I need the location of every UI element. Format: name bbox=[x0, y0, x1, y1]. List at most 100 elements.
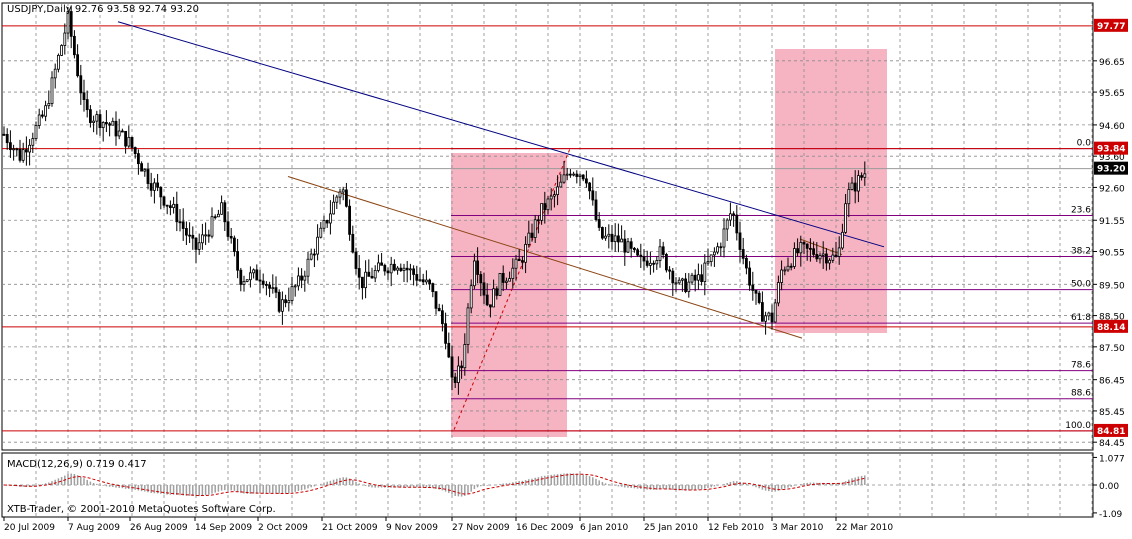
candle bbox=[146, 162, 150, 190]
candle bbox=[863, 161, 867, 186]
candle bbox=[581, 174, 585, 182]
candle bbox=[661, 241, 665, 259]
candle-body bbox=[162, 196, 166, 206]
candle-body bbox=[565, 173, 569, 176]
candle bbox=[296, 267, 300, 291]
y-tick-label: 90.55 bbox=[1099, 249, 1125, 259]
y-tick-label: 84.45 bbox=[1099, 439, 1125, 449]
x-tick-label: 16 Dec 2009 bbox=[516, 523, 574, 533]
candle-body bbox=[332, 201, 336, 215]
candle bbox=[41, 110, 44, 119]
candle bbox=[821, 241, 825, 269]
candle bbox=[76, 44, 79, 78]
candle-body bbox=[69, 11, 73, 37]
candle-body bbox=[18, 148, 22, 161]
candle bbox=[553, 190, 556, 208]
macd-y-tick-label: -1.09 bbox=[1099, 510, 1123, 520]
candle-body bbox=[511, 267, 515, 279]
candle bbox=[367, 259, 371, 277]
candle bbox=[501, 265, 505, 292]
candle bbox=[200, 223, 204, 250]
candle-body bbox=[24, 149, 28, 153]
candle bbox=[668, 266, 671, 280]
candle-body bbox=[434, 291, 438, 309]
candle-body bbox=[802, 242, 806, 245]
candle bbox=[421, 273, 425, 286]
candle bbox=[325, 219, 329, 228]
candle-body bbox=[722, 228, 726, 248]
candle bbox=[677, 277, 681, 285]
candle-body bbox=[293, 285, 297, 288]
x-tick-label: 22 Mar 2010 bbox=[836, 523, 893, 533]
candle-body bbox=[687, 281, 691, 292]
candle-body bbox=[476, 260, 480, 275]
candle-body bbox=[191, 234, 195, 239]
candle-body bbox=[485, 294, 489, 306]
candle-body bbox=[607, 233, 611, 237]
candle-body bbox=[213, 216, 217, 219]
candle-body bbox=[405, 267, 409, 271]
candle bbox=[268, 281, 272, 298]
candle-body bbox=[777, 282, 780, 304]
y-tick-label: 86.45 bbox=[1099, 377, 1125, 387]
candle bbox=[700, 264, 703, 286]
candle-body bbox=[242, 281, 246, 285]
candle bbox=[828, 258, 831, 270]
symbol-header: USDJPY,Daily 92.76 93.58 92.74 93.20 bbox=[7, 4, 199, 15]
candle bbox=[143, 168, 147, 177]
candle bbox=[761, 291, 764, 322]
candle bbox=[213, 214, 217, 220]
candle bbox=[498, 273, 502, 296]
candle bbox=[28, 139, 32, 166]
candle-body bbox=[706, 261, 710, 264]
candle bbox=[575, 170, 579, 184]
candle-body bbox=[364, 271, 368, 289]
candle-body bbox=[133, 147, 137, 154]
candle-body bbox=[98, 114, 102, 129]
candle-body bbox=[479, 274, 483, 284]
candle-body bbox=[466, 307, 470, 345]
candle-body bbox=[50, 77, 54, 104]
candle-body bbox=[156, 182, 160, 188]
candle-body bbox=[316, 236, 320, 255]
candle bbox=[354, 247, 358, 275]
candle-body bbox=[613, 235, 617, 242]
candle bbox=[818, 252, 822, 264]
candle bbox=[216, 209, 220, 218]
candle-body bbox=[415, 274, 419, 281]
candle bbox=[98, 109, 102, 136]
candle bbox=[277, 289, 281, 314]
candle-body bbox=[290, 286, 294, 301]
y-tick-label: 87.50 bbox=[1099, 344, 1125, 354]
candle bbox=[623, 230, 627, 266]
candle-body bbox=[344, 189, 348, 207]
candle bbox=[837, 236, 841, 265]
candle bbox=[655, 256, 659, 270]
candle-body bbox=[674, 282, 678, 285]
candle bbox=[524, 236, 527, 274]
candle bbox=[770, 304, 774, 330]
candle-body bbox=[306, 258, 310, 277]
candle-body bbox=[216, 213, 220, 218]
candle-body bbox=[677, 279, 681, 284]
candle-body bbox=[28, 144, 32, 153]
candle-body bbox=[735, 214, 739, 234]
candle bbox=[629, 237, 633, 258]
candle-body bbox=[837, 247, 841, 257]
candle-body bbox=[773, 302, 777, 323]
candle-body bbox=[8, 142, 12, 151]
candle-body bbox=[121, 130, 124, 133]
candle-body bbox=[671, 270, 675, 284]
candle-body bbox=[108, 123, 111, 126]
candle-body bbox=[319, 227, 323, 238]
candle bbox=[82, 79, 86, 112]
candle-body bbox=[501, 273, 505, 283]
candle bbox=[364, 260, 368, 299]
candle-body bbox=[741, 249, 745, 259]
candle bbox=[207, 229, 211, 243]
candle bbox=[601, 226, 604, 240]
candle-body bbox=[383, 264, 387, 272]
candle-body bbox=[818, 255, 822, 260]
candle bbox=[472, 253, 476, 290]
